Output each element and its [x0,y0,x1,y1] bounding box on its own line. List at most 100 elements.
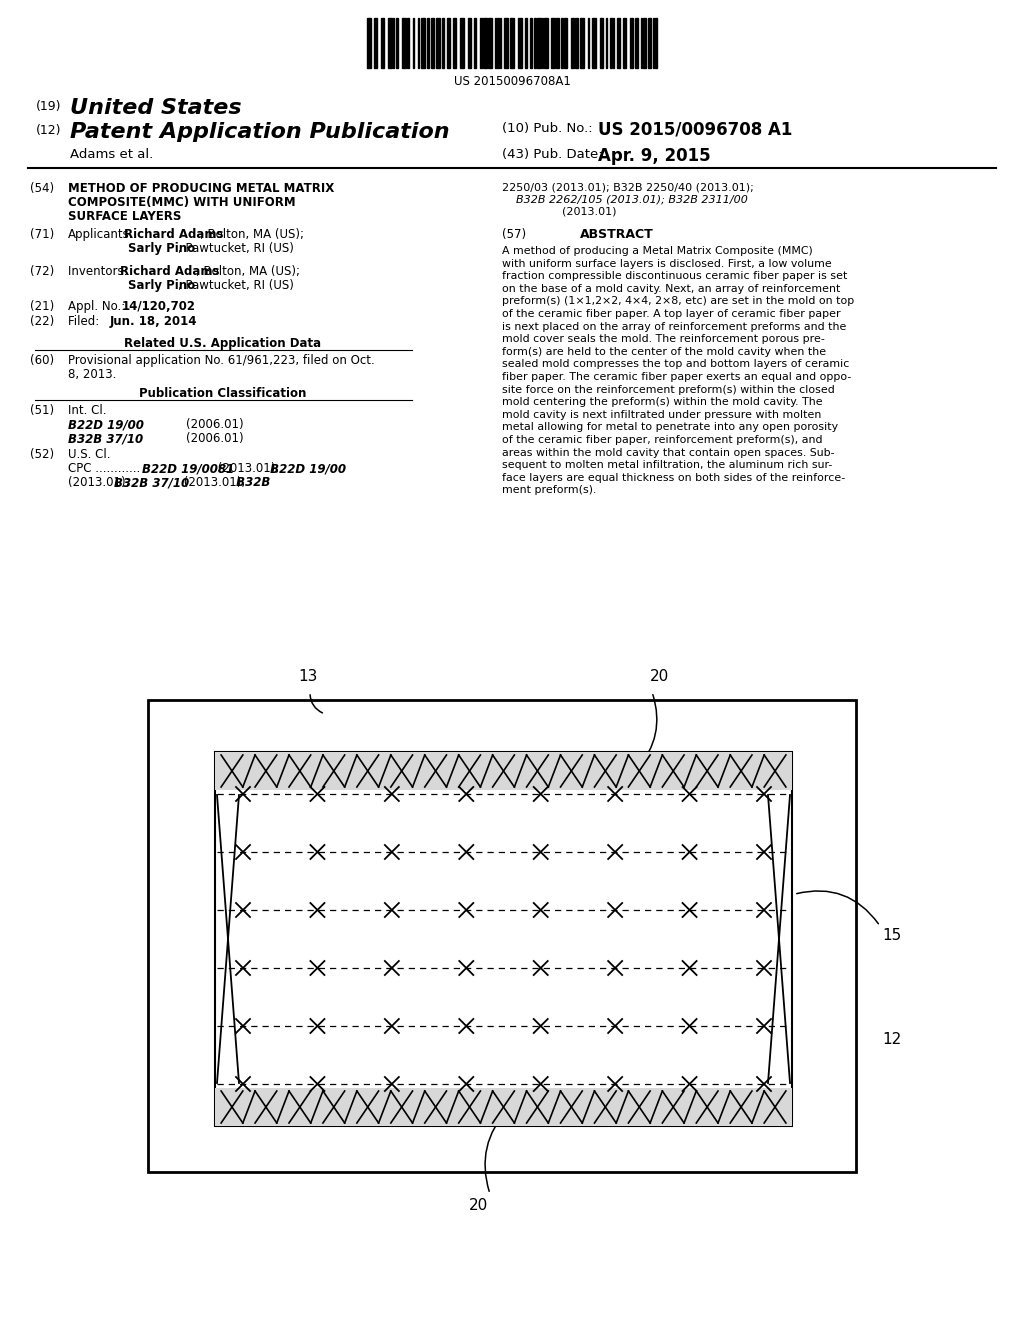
Text: 8, 2013.: 8, 2013. [68,368,117,381]
Text: fraction compressible discontinuous ceramic fiber paper is set: fraction compressible discontinuous cera… [502,271,848,281]
Text: (52): (52) [30,447,54,461]
Text: on the base of a mold cavity. Next, an array of reinforcement: on the base of a mold cavity. Next, an a… [502,284,841,294]
Bar [436,18,440,69]
Text: Sarly Pino: Sarly Pino [128,242,196,255]
Text: mold cavity is next infiltrated under pressure with molten: mold cavity is next infiltrated under pr… [502,409,821,420]
Text: (54): (54) [30,182,54,195]
Bar [468,18,471,69]
Text: , Pawtucket, RI (US): , Pawtucket, RI (US) [178,279,294,292]
Bar [421,18,425,69]
Bar [510,18,514,69]
Text: 2250/03 (2013.01); B32B 2250/40 (2013.01);: 2250/03 (2013.01); B32B 2250/40 (2013.01… [502,182,754,191]
Text: METHOD OF PRODUCING METAL MATRIX: METHOD OF PRODUCING METAL MATRIX [68,182,334,195]
Bar [442,18,444,69]
Text: metal allowing for metal to penetrate into any open porosity: metal allowing for metal to penetrate in… [502,422,838,433]
Bar [530,18,532,69]
Bar [402,18,406,69]
Bar [460,18,464,69]
Bar [564,18,567,69]
Text: ABSTRACT: ABSTRACT [581,228,654,242]
Text: SURFACE LAYERS: SURFACE LAYERS [68,210,181,223]
Text: COMPOSITE(MMC) WITH UNIFORM: COMPOSITE(MMC) WITH UNIFORM [68,195,296,209]
Bar [374,18,377,69]
Text: US 2015/0096708 A1: US 2015/0096708 A1 [598,121,793,139]
Text: , Bolton, MA (US);: , Bolton, MA (US); [196,265,300,279]
Text: B22D 19/0081: B22D 19/0081 [142,462,234,475]
Text: 13: 13 [298,669,317,684]
Text: United States: United States [70,98,242,117]
Text: Jun. 18, 2014: Jun. 18, 2014 [110,315,198,327]
Text: is next placed on the array of reinforcement preforms and the: is next placed on the array of reinforce… [502,322,847,331]
Bar [396,18,398,69]
Text: (51): (51) [30,404,54,417]
Bar [635,18,638,69]
Text: B32B 37/10: B32B 37/10 [114,477,189,488]
Text: fiber paper. The ceramic fiber paper exerts an equal and oppo-: fiber paper. The ceramic fiber paper exe… [502,372,851,381]
Bar [610,18,612,69]
Bar [575,18,578,69]
Bar [474,18,476,69]
Text: of the ceramic fiber paper. A top layer of ceramic fiber paper: of the ceramic fiber paper. A top layer … [502,309,841,319]
Text: Related U.S. Application Data: Related U.S. Application Data [125,337,322,350]
Text: Inventors:: Inventors: [68,265,135,279]
Text: 20: 20 [650,669,670,684]
Text: preform(s) (1×1,2×2, 4×4, 2×8, etc) are set in the mold on top: preform(s) (1×1,2×2, 4×4, 2×8, etc) are … [502,297,854,306]
Bar [427,18,429,69]
Bar [544,18,548,69]
Text: , Pawtucket, RI (US): , Pawtucket, RI (US) [178,242,294,255]
Bar [480,18,482,69]
Bar [215,1088,792,1126]
Text: 14/120,702: 14/120,702 [122,300,196,313]
Text: (2013.01);: (2013.01); [214,462,280,475]
Text: of the ceramic fiber paper, reinforcement preform(s), and: of the ceramic fiber paper, reinforcemen… [502,436,822,445]
Text: mold centering the preform(s) within the mold cavity. The: mold centering the preform(s) within the… [502,397,822,407]
Text: A method of producing a Metal Matrix Composite (MMC): A method of producing a Metal Matrix Com… [502,246,813,256]
Bar [518,18,522,69]
Text: (19): (19) [36,100,61,114]
Bar [623,18,626,69]
Text: 15: 15 [882,928,901,944]
Text: (72): (72) [30,265,54,279]
Bar [431,18,434,69]
Text: 12: 12 [882,1032,901,1047]
Text: B32B 37/10: B32B 37/10 [68,432,143,445]
Bar [447,18,450,69]
Bar [537,18,541,69]
Text: Patent Application Publication: Patent Application Publication [70,121,450,143]
Text: ment preform(s).: ment preform(s). [502,486,596,495]
Text: (2006.01): (2006.01) [186,418,244,432]
Text: (43) Pub. Date:: (43) Pub. Date: [502,148,603,161]
Bar [551,18,555,69]
Text: (12): (12) [36,124,61,137]
Bar [556,18,559,69]
Text: sealed mold compresses the top and bottom layers of ceramic: sealed mold compresses the top and botto… [502,359,849,370]
Bar [497,18,499,69]
Text: , Bolton, MA (US);: , Bolton, MA (US); [200,228,304,242]
Text: (21): (21) [30,300,54,313]
Bar [483,18,487,69]
Text: B22D 19/00: B22D 19/00 [68,418,144,432]
Text: form(s) are held to the center of the mold cavity when the: form(s) are held to the center of the mo… [502,347,826,356]
Bar [407,18,409,69]
Text: (2006.01): (2006.01) [186,432,244,445]
Text: (10) Pub. No.:: (10) Pub. No.: [502,121,593,135]
Text: (57): (57) [502,228,526,242]
Text: Applicants:: Applicants: [68,228,134,242]
Text: B22D 19/00: B22D 19/00 [266,462,346,475]
Text: areas within the mold cavity that contain open spaces. Sub-: areas within the mold cavity that contai… [502,447,835,458]
Text: (22): (22) [30,315,54,327]
Bar [630,18,633,69]
Text: Filed:: Filed: [68,315,133,327]
Bar [504,18,508,69]
Bar [655,18,657,69]
Text: with uniform surface layers is disclosed. First, a low volume: with uniform surface layers is disclosed… [502,259,831,268]
Text: face layers are equal thickness on both sides of the reinforce-: face layers are equal thickness on both … [502,473,845,483]
Text: 20: 20 [468,1199,487,1213]
Bar [381,18,384,69]
Text: (60): (60) [30,354,54,367]
Bar [592,18,596,69]
Bar [388,18,392,69]
Text: (2013.01);: (2013.01); [68,477,133,488]
Text: Adams et al.: Adams et al. [70,148,154,161]
Text: (2013.01): (2013.01) [562,206,616,216]
